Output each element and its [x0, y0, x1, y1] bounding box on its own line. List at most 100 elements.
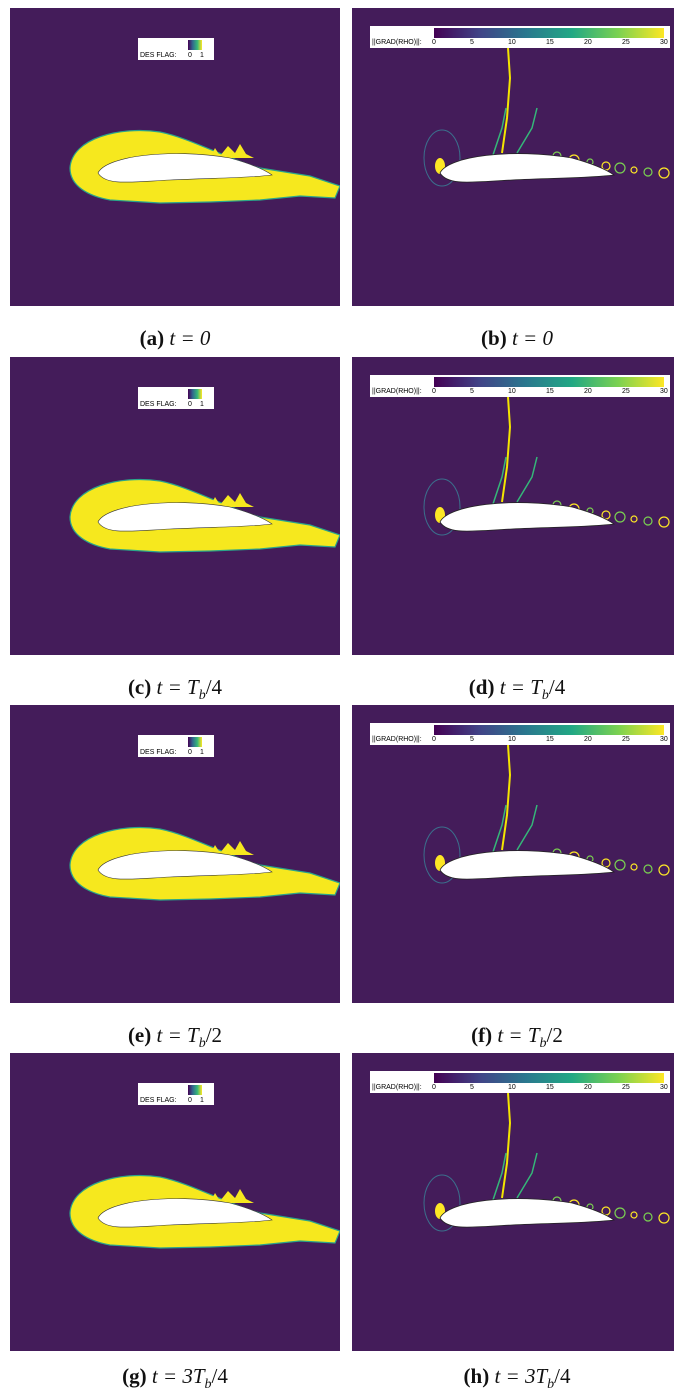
des-flag-tick: 1: [200, 1097, 204, 1104]
des-flag-legend: DES FLAG: 0 1: [138, 1083, 214, 1105]
density-gradient-field: [423, 1092, 670, 1232]
density-gradient-tick: 15: [546, 39, 554, 46]
density-gradient-tick: 10: [508, 1084, 516, 1091]
density-gradient-tick: 25: [622, 388, 630, 395]
wake-vortex: [614, 511, 626, 523]
des-flag-field: [69, 129, 340, 204]
des-flag-legend: DES FLAG: 0 1: [138, 387, 214, 409]
des-flag-label: DES FLAG:: [140, 401, 177, 408]
wake-vortex: [614, 859, 626, 871]
shock-line-3: [516, 1152, 538, 1199]
density-gradient-label: ||GRAD(RHO)||:: [372, 388, 422, 395]
density-gradient-tick: 10: [508, 388, 516, 395]
density-gradient-tick: 25: [622, 39, 630, 46]
caption-g: (g) t = 3Tb/4: [10, 1366, 340, 1392]
des-flag-colorbar: [188, 40, 202, 50]
des-separated-region: [210, 493, 254, 507]
caption-time: t = 3Tb/4: [494, 1364, 571, 1393]
density-gradient-tick: 15: [546, 388, 554, 395]
wake-vortex: [643, 167, 653, 177]
des-flag-legend: DES FLAG: 0 1: [138, 735, 214, 757]
density-gradient-field: [423, 744, 670, 884]
caption-letter: (h): [463, 1364, 490, 1388]
airfoil: [97, 153, 273, 183]
density-gradient-tick: 20: [584, 1084, 592, 1091]
density-gradient-tick: 20: [584, 39, 592, 46]
des-separated-region: [210, 144, 254, 158]
airfoil: [439, 850, 616, 880]
density-gradient-tick: 15: [546, 736, 554, 743]
panel-b-density-gradient: ||GRAD(RHO)||: 0 5 10 15 20 25 30: [352, 8, 674, 306]
des-separated-region: [210, 1189, 254, 1203]
des-separated-region: [210, 841, 254, 855]
panel-d-density-gradient: ||GRAD(RHO)||: 0 5 10 15 20 25 30: [352, 357, 674, 655]
density-gradient-colorbar: [434, 377, 664, 387]
density-gradient-colorbar: [434, 1073, 664, 1083]
density-gradient-field: [423, 47, 670, 187]
caption-letter: (b): [481, 326, 507, 350]
airfoil: [439, 502, 616, 532]
wake-vortex: [614, 162, 626, 174]
panel-a-des-flag: DES FLAG: 0 1: [10, 8, 340, 306]
des-flag-field: [69, 478, 340, 553]
caption-letter: (d): [468, 675, 495, 699]
wake-vortex: [643, 1212, 653, 1222]
density-gradient-legend: ||GRAD(RHO)||: 0 5 10 15 20 25 30: [370, 26, 670, 48]
density-gradient-tick: 0: [432, 736, 436, 743]
shock-line-3: [516, 107, 538, 154]
caption-time: t = 3Tb/4: [151, 1364, 228, 1393]
airfoil: [97, 850, 273, 880]
des-flag-colorbar: [188, 737, 202, 747]
des-flag-colorbar: [188, 1085, 202, 1095]
shock-line-3: [516, 804, 538, 851]
wake-vortex: [630, 515, 638, 523]
des-flag-tick: 1: [200, 52, 204, 59]
caption-time: t = Tb/2: [156, 1023, 223, 1052]
panel-f-density-gradient: ||GRAD(RHO)||: 0 5 10 15 20 25 30: [352, 705, 674, 1003]
caption-letter: (f): [471, 1023, 493, 1047]
caption-a: (a) t = 0: [10, 328, 340, 349]
caption-time: t = Tb/2: [497, 1023, 563, 1052]
panel-c-des-flag: DES FLAG: 0 1: [10, 357, 340, 655]
density-gradient-tick: 30: [660, 388, 668, 395]
panel-g-des-flag: DES FLAG: 0 1: [10, 1053, 340, 1351]
caption-time: t = 0: [169, 326, 211, 350]
density-gradient-legend: ||GRAD(RHO)||: 0 5 10 15 20 25 30: [370, 1071, 670, 1093]
caption-letter: (e): [127, 1023, 152, 1047]
density-gradient-tick: 20: [584, 388, 592, 395]
caption-f: (f) t = Tb/2: [352, 1025, 674, 1051]
airfoil: [97, 502, 273, 532]
caption-h: (h) t = 3Tb/4: [352, 1366, 674, 1392]
caption-e: (e) t = Tb/2: [10, 1025, 340, 1051]
density-gradient-tick: 10: [508, 39, 516, 46]
shock-line-1: [501, 744, 512, 851]
wake-vortex: [614, 1207, 626, 1219]
density-gradient-field: [423, 396, 670, 536]
density-gradient-tick: 5: [470, 736, 474, 743]
density-gradient-tick: 5: [470, 1084, 474, 1091]
stagnation-contour: [423, 1174, 461, 1232]
caption-c: (c) t = Tb/4: [10, 677, 340, 703]
density-gradient-legend: ||GRAD(RHO)||: 0 5 10 15 20 25 30: [370, 723, 670, 745]
wake-vortex: [630, 863, 638, 871]
panel-e-des-flag: DES FLAG: 0 1: [10, 705, 340, 1003]
density-gradient-tick: 30: [660, 736, 668, 743]
density-gradient-colorbar: [434, 28, 664, 38]
shock-line-1: [501, 1092, 512, 1199]
density-gradient-tick: 20: [584, 736, 592, 743]
wake-vortex: [630, 166, 638, 174]
des-flag-tick: 0: [188, 749, 192, 756]
density-gradient-tick: 0: [432, 39, 436, 46]
shock-line-2: [491, 804, 507, 856]
wake-vortex: [658, 516, 670, 528]
density-gradient-tick: 25: [622, 1084, 630, 1091]
wake-vortex: [630, 1211, 638, 1219]
caption-letter: (g): [122, 1364, 147, 1388]
density-gradient-legend: ||GRAD(RHO)||: 0 5 10 15 20 25 30: [370, 375, 670, 397]
stagnation-contour: [423, 826, 461, 884]
des-flag-tick: 0: [188, 1097, 192, 1104]
wake-vortex: [658, 1212, 670, 1224]
des-flag-field: [69, 1174, 340, 1249]
density-gradient-label: ||GRAD(RHO)||:: [372, 736, 422, 743]
des-flag-colorbar: [188, 389, 202, 399]
